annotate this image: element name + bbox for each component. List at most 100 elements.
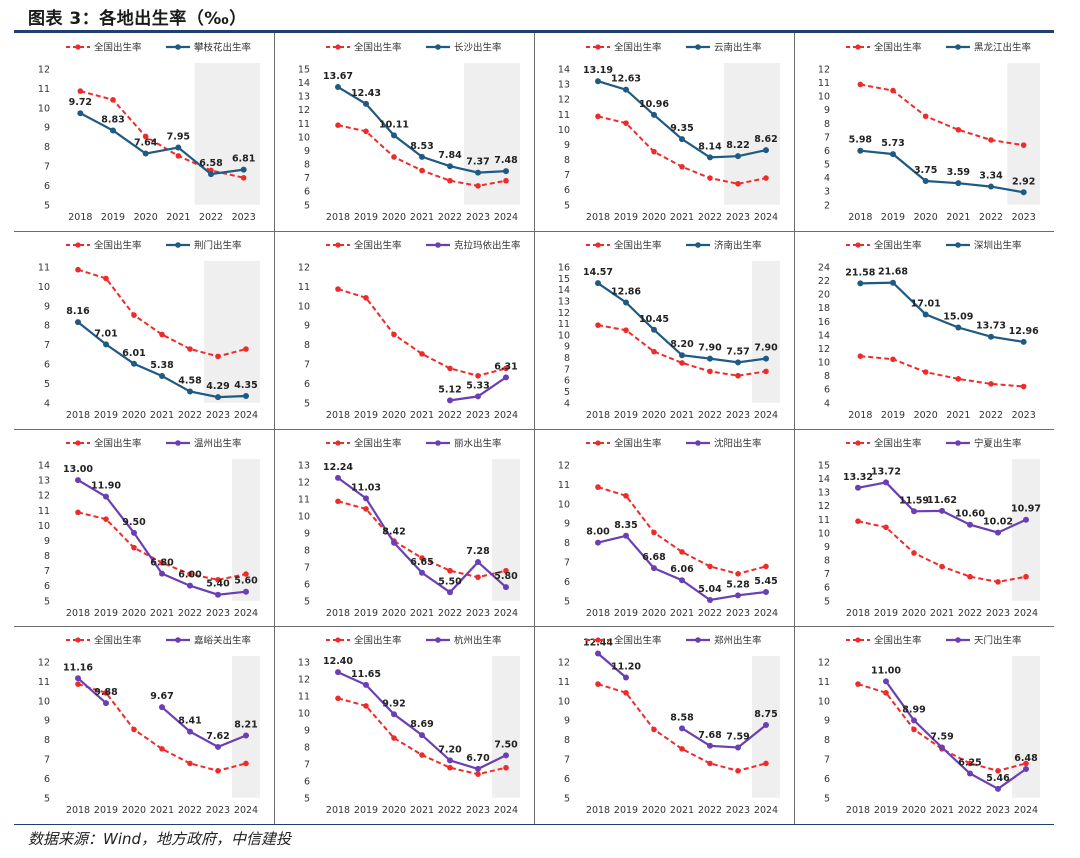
x-tick-label: 2023 — [466, 212, 490, 223]
local-point — [187, 388, 193, 395]
data-label: 8.22 — [726, 140, 749, 151]
national-point — [883, 690, 889, 696]
legend-national-label: 全国出生率 — [614, 239, 662, 251]
y-tick-label: 5 — [564, 200, 570, 211]
national-point — [335, 122, 341, 129]
local-point — [475, 169, 481, 176]
x-tick-label: 2024 — [234, 805, 258, 816]
national-point — [707, 563, 713, 569]
data-label: 13.19 — [583, 65, 613, 76]
data-label: 6.01 — [122, 348, 145, 359]
x-tick-label: 2018 — [326, 607, 350, 618]
local-point — [955, 324, 962, 331]
local-series-line — [681, 724, 767, 749]
chart-panel: 5 6 7 8 9 10 11 12 2018 2019 2020 2021 2022 2023 2024 8… — [558, 437, 778, 618]
data-label: 13.67 — [323, 71, 353, 82]
data-label: 8.53 — [410, 141, 433, 152]
data-label: 6.00 — [178, 569, 202, 580]
y-tick-label: 12 — [558, 460, 570, 471]
national-point — [159, 746, 165, 752]
local-point — [159, 704, 165, 711]
data-label: 12.86 — [611, 286, 641, 297]
figure-title: 图表 3：各地出生率（‰） — [28, 9, 247, 29]
chart-panel: 5 6 7 8 9 10 11 12 2018 2019 2020 2021 2022 2023 2024 5… — [298, 239, 521, 421]
national-point — [857, 81, 864, 88]
x-tick-label: 2020 — [642, 607, 666, 618]
legend-national-label: 全国出生率 — [94, 437, 142, 449]
local-point — [142, 150, 149, 157]
x-tick-label: 2020 — [382, 805, 406, 816]
legend-local-marker — [435, 44, 441, 50]
national-point — [335, 498, 341, 504]
national-point — [763, 368, 769, 374]
y-tick-label: 11 — [558, 479, 570, 490]
y-tick-label: 4 — [824, 398, 830, 409]
y-tick-label: 10 — [558, 330, 570, 341]
y-tick-label: 14 — [818, 330, 830, 341]
x-tick-label: 2019 — [874, 805, 898, 816]
y-tick-label: 12 — [38, 490, 50, 501]
x-tick-label: 2022 — [438, 805, 462, 816]
local-point — [890, 279, 896, 286]
local-point — [857, 280, 864, 287]
legend-local-marker — [955, 44, 961, 50]
legend-local-label: 宁夏出生率 — [974, 437, 1022, 449]
y-tick-label: 12 — [38, 65, 50, 76]
x-tick-label: 2019 — [614, 212, 638, 223]
y-tick-label: 4 — [824, 173, 830, 184]
local-point — [447, 397, 453, 404]
local-point — [735, 359, 741, 366]
data-label: 2.92 — [1012, 176, 1035, 187]
data-label: 8.69 — [410, 719, 433, 730]
x-tick-label: 2024 — [494, 410, 518, 421]
national-point — [447, 567, 453, 574]
chart-panel: 5 6 7 8 9 10 11 12 2018 2019 2020 2021 2022 2023 2024 1… — [558, 635, 780, 816]
x-tick-label: 2020 — [642, 805, 666, 816]
chart-panel: 5 6 7 8 9 10 11 12 13 14 15 2018 2019 2020 2021 2022 202… — [818, 437, 1041, 618]
x-tick-label: 2022 — [698, 607, 722, 618]
local-point — [335, 84, 341, 91]
y-tick-label: 6 — [824, 774, 830, 785]
y-tick-label: 7 — [304, 173, 310, 184]
national-point — [679, 359, 685, 366]
local-point — [215, 744, 221, 751]
local-point — [595, 78, 601, 85]
y-tick-label: 5 — [304, 200, 310, 211]
local-point — [103, 493, 109, 500]
bottom-rule — [14, 824, 1054, 825]
legend-local-label: 攀枝花出生率 — [194, 42, 252, 54]
legend-national-marker — [855, 637, 861, 643]
data-label: 12.24 — [323, 461, 353, 472]
data-label: 8.21 — [234, 720, 257, 731]
local-point — [335, 474, 341, 481]
local-point — [475, 766, 481, 773]
x-tick-label: 2023 — [206, 607, 230, 618]
national-point — [447, 177, 453, 184]
x-tick-label: 2022 — [698, 410, 722, 421]
local-point — [503, 168, 509, 175]
y-tick-label: 10 — [38, 282, 50, 293]
local-point — [391, 711, 397, 718]
local-point — [335, 669, 341, 676]
data-label: 6.81 — [232, 154, 255, 165]
national-point — [1023, 760, 1029, 767]
y-tick-label: 8 — [564, 735, 570, 746]
y-tick-label: 16 — [818, 317, 830, 328]
legend-national-marker — [855, 242, 861, 248]
local-point — [911, 717, 917, 724]
chart-grid: 5 6 7 8 9 10 11 12 2018 2019 2020 2021 2022 2023 9.72 8… — [14, 33, 1054, 824]
legend-national-label: 全国出生率 — [94, 239, 142, 251]
data-label: 7.59 — [726, 732, 749, 743]
local-point — [883, 678, 889, 685]
data-label: 9.35 — [670, 123, 693, 134]
national-point — [595, 681, 601, 688]
x-tick-label: 2022 — [958, 607, 982, 618]
x-tick-label: 2023 — [466, 805, 490, 816]
data-label: 11.03 — [351, 482, 381, 493]
national-point — [922, 113, 929, 120]
y-tick-label: 11 — [818, 514, 830, 525]
x-tick-label: 2021 — [150, 410, 174, 421]
legend-national-label: 全国出生率 — [94, 635, 142, 647]
data-label: 8.00 — [586, 526, 610, 537]
data-label: 6.58 — [199, 158, 223, 169]
